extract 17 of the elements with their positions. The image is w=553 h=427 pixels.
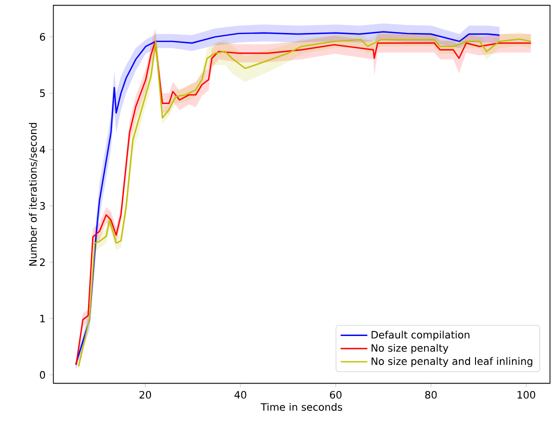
y-tick-label: 5 (40, 89, 45, 97)
x-tick-label: 100 (518, 390, 536, 399)
legend-label: No size penalty (372, 344, 448, 354)
legend-label: Default compilation (372, 330, 470, 341)
x-tick-label: 80 (425, 390, 437, 399)
y-axis-title: Number of iterations/second (28, 122, 38, 266)
legend-label: No size penalty and leaf inlining (372, 357, 532, 367)
y-tick-label: 1 (40, 314, 45, 322)
y-tick-label: 3 (40, 202, 45, 210)
x-tick-label: 40 (234, 390, 246, 399)
x-axis-title: Time in seconds (260, 402, 342, 411)
y-tick-label: 0 (40, 371, 46, 379)
y-tick-label: 2 (40, 258, 45, 266)
x-tick-label: 20 (140, 390, 152, 399)
y-tick-label: 4 (40, 146, 46, 154)
x-tick-label: 60 (330, 390, 342, 399)
y-tick-label: 6 (40, 33, 46, 41)
